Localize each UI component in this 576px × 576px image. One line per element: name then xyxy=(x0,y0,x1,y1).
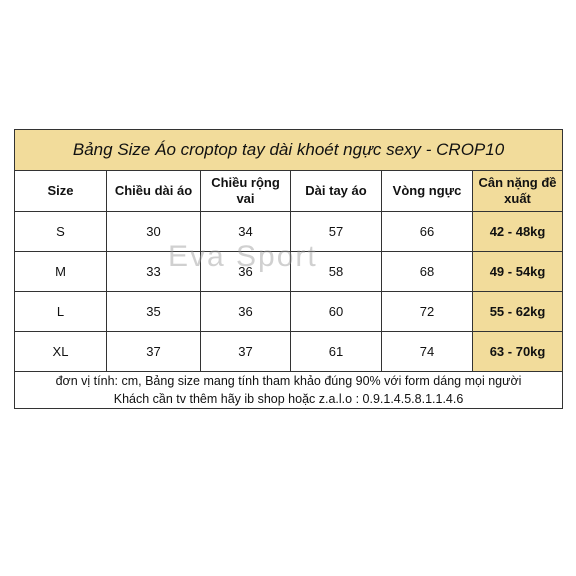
cell: 42 - 48kg xyxy=(471,211,564,252)
note-row: đơn vị tính: cm, Bảng size mang tính tha… xyxy=(13,371,564,390)
note: Khách cần tv thêm hãy ib shop hoặc z.a.l… xyxy=(13,390,564,409)
size-table: Bảng Size Áo croptop tay dài khoét ngực … xyxy=(13,129,564,409)
header-row: Size Chiều dài áo Chiều rộng vai Dài tay… xyxy=(14,170,564,212)
cell: 37 xyxy=(106,331,201,372)
cell: 49 - 54kg xyxy=(471,251,564,292)
cell: 36 xyxy=(200,291,291,332)
cell: 72 xyxy=(381,291,473,332)
size-row: L 35 36 60 72 55 - 62kg xyxy=(14,291,564,332)
header-cell: Chiều dài áo xyxy=(106,170,201,212)
header-cell: Chiều rộng vai xyxy=(200,170,291,212)
size-row: XL 37 37 61 74 63 - 70kg xyxy=(14,331,564,372)
cell: 55 - 62kg xyxy=(471,291,564,332)
header-cell: Cân nặng đề xuất xyxy=(471,170,564,212)
cell: XL xyxy=(14,331,107,372)
cell: 68 xyxy=(381,251,473,292)
size-row: M 33 36 58 68 49 - 54kg xyxy=(14,251,564,292)
watermark: Eva Sport xyxy=(168,240,318,273)
header-cell: Size xyxy=(14,170,107,212)
cell: 57 xyxy=(290,211,382,252)
cell: M xyxy=(14,251,107,292)
title-row: Bảng Size Áo croptop tay dài khoét ngực … xyxy=(13,129,564,171)
note: đơn vị tính: cm, Bảng size mang tính tha… xyxy=(13,371,564,390)
header-cell: Vòng ngực xyxy=(381,170,473,212)
cell: 35 xyxy=(106,291,201,332)
cell: 66 xyxy=(381,211,473,252)
cell: 33 xyxy=(106,251,201,292)
cell: 74 xyxy=(381,331,473,372)
cell: S xyxy=(14,211,107,252)
cell: 61 xyxy=(290,331,382,372)
note-row: Khách cần tv thêm hãy ib shop hoặc z.a.l… xyxy=(13,390,564,409)
size-row: S 30 34 57 66 42 - 48kg xyxy=(14,211,564,252)
table-title: Bảng Size Áo croptop tay dài khoét ngực … xyxy=(13,129,564,171)
header-cell: Dài tay áo xyxy=(290,170,382,212)
cell: 34 xyxy=(200,211,291,252)
cell: 60 xyxy=(290,291,382,332)
cell: 30 xyxy=(106,211,201,252)
cell: 63 - 70kg xyxy=(471,331,564,372)
cell: 37 xyxy=(200,331,291,372)
cell: L xyxy=(14,291,107,332)
